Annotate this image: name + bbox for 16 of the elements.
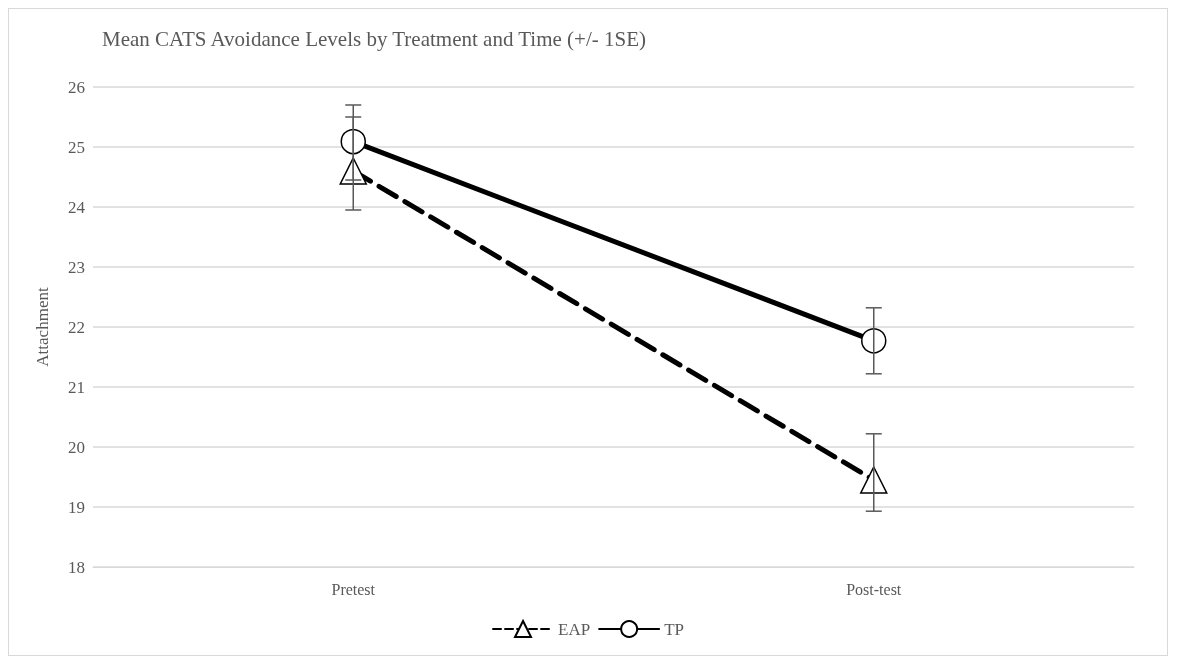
y-tick-label: 20 <box>68 437 85 457</box>
y-tick-label: 19 <box>68 497 85 517</box>
y-tick-label: 24 <box>68 197 86 217</box>
legend-label: EAP <box>558 619 591 639</box>
y-tick-label: 18 <box>68 557 85 577</box>
y-tick-label: 26 <box>68 77 85 97</box>
y-tick-label: 25 <box>68 137 85 157</box>
y-tick-label: 22 <box>68 317 85 337</box>
x-tick-label: Pretest <box>331 580 376 598</box>
x-tick-label: Post-test <box>846 580 902 598</box>
legend-label: TP <box>664 619 684 639</box>
point <box>340 128 366 155</box>
y-tick-label: 23 <box>68 257 85 277</box>
chart-title: Mean CATS Avoidance Levels by Treatment and Time (+/- 1SE) <box>102 26 646 51</box>
y-tick-label: 21 <box>68 377 85 397</box>
y-axis-title: Attachment <box>33 287 52 367</box>
